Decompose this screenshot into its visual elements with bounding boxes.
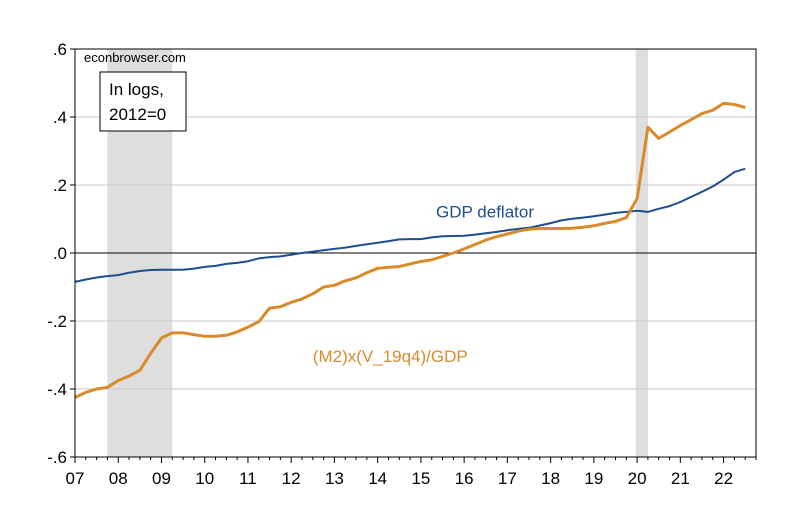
y-tick-label-5: -.4 bbox=[47, 380, 67, 399]
y-tick-label-6: -.6 bbox=[47, 448, 67, 467]
y-tick-label-2: .2 bbox=[53, 176, 67, 195]
y-tick-label-0: .6 bbox=[53, 40, 67, 59]
note-line-2: 2012=0 bbox=[109, 105, 166, 124]
x-tick-label-14: 21 bbox=[671, 469, 690, 488]
y-axis: .6 .4 .2 .0 -.2 -.4 -.6 bbox=[47, 40, 75, 467]
series-label-2: (M2)x(V_19q4)/GDP bbox=[313, 347, 468, 366]
x-tick-label-13: 20 bbox=[628, 469, 647, 488]
x-tick-label-6: 13 bbox=[325, 469, 344, 488]
x-tick-label-0: 07 bbox=[66, 469, 85, 488]
x-tick-label-9: 16 bbox=[455, 469, 474, 488]
note-line-1: In logs, bbox=[109, 80, 164, 99]
source-label: econbrowser.com bbox=[84, 50, 186, 65]
x-tick-label-8: 15 bbox=[411, 469, 430, 488]
x-tick-label-3: 10 bbox=[195, 469, 214, 488]
x-axis: 07 08 09 10 11 12 13 14 15 16 17 18 19 20 21 22 bbox=[66, 457, 757, 488]
x-tick-label-7: 14 bbox=[368, 469, 387, 488]
note-box-frame bbox=[99, 71, 187, 132]
gridlines bbox=[75, 116, 756, 390]
series-line-2 bbox=[74, 101, 746, 399]
x-tick-label-5: 12 bbox=[282, 469, 301, 488]
x-tick-label-11: 18 bbox=[541, 469, 560, 488]
series-line-1 bbox=[74, 167, 746, 283]
series-lines bbox=[74, 101, 746, 399]
x-tick-label-1: 08 bbox=[109, 469, 128, 488]
x-tick-label-10: 17 bbox=[498, 469, 517, 488]
x-tick-label-15: 22 bbox=[714, 469, 733, 488]
y-tick-label-1: .4 bbox=[53, 108, 67, 127]
x-tick-label-12: 19 bbox=[584, 469, 603, 488]
y-tick-label-4: -.2 bbox=[47, 312, 67, 331]
x-tick-label-4: 11 bbox=[239, 469, 257, 488]
y-tick-label-3: .0 bbox=[53, 244, 67, 263]
note-box: In logs, 2012=0 bbox=[99, 71, 187, 132]
series-labels: GDP deflator (M2)x(V_19q4)/GDP bbox=[313, 202, 535, 365]
x-tick-label-2: 09 bbox=[152, 469, 171, 488]
series-label-1: GDP deflator bbox=[436, 202, 534, 221]
